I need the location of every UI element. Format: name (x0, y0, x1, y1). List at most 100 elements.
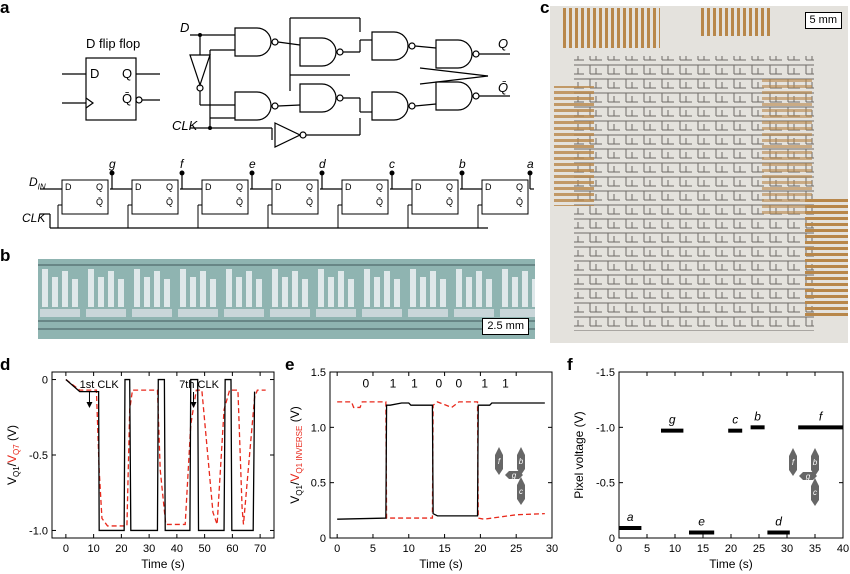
y-tick-label: -1.0 (29, 525, 48, 537)
segment-label-b: b (519, 457, 524, 466)
y-tick-label: -1.5 (596, 367, 615, 379)
x-tick-label: 10 (669, 543, 681, 555)
plot-frame (51, 371, 275, 539)
chain-ff-pin-d: D (345, 182, 352, 192)
y-tick-label: 0.5 (311, 478, 326, 490)
segment-b (517, 447, 525, 475)
y-label-sub-inverse: Q1 INVERSE (295, 426, 304, 474)
x-tick-label: 0 (616, 543, 622, 555)
x-tick-label: 15 (438, 543, 450, 555)
x-tick-label: 40 (171, 543, 183, 555)
dff-pin-q: Q (122, 66, 133, 81)
x-tick-label: 35 (809, 543, 821, 555)
gate-clk-label: CLK (172, 118, 198, 133)
segment-label-g: g (512, 471, 517, 480)
y-label-red: V (5, 455, 19, 463)
x-tick-label: 10 (403, 543, 415, 555)
x-axis-label: Time (s) (141, 557, 185, 571)
gate-q-label: Q (498, 36, 509, 51)
chain-ff-pin-qbar: Q̄ (306, 197, 314, 207)
panel-label-d: d (0, 355, 11, 374)
segment-c (517, 477, 525, 505)
x-tick-label: 30 (546, 543, 558, 555)
chain-ff-pin-q: Q (96, 182, 104, 192)
x-tick-label: 0 (334, 543, 340, 555)
y-tick-label: -1.0 (596, 422, 615, 434)
panel-label-a: a (0, 0, 10, 17)
x-tick-label: 25 (510, 543, 522, 555)
x-tick-label: 60 (226, 543, 238, 555)
panel-label-f: f (567, 355, 573, 374)
panel-c-photo: 5 mm (550, 6, 848, 343)
chain-ff-pin-qbar: Q̄ (446, 197, 454, 207)
x-tick-label: 5 (644, 543, 650, 555)
y-tick-label: 0 (42, 375, 48, 387)
y-tick-label: -0.5 (29, 450, 48, 462)
x-tick-label: 70 (254, 543, 266, 555)
chain-ff-pin-q: Q (236, 182, 244, 192)
segment-f (495, 447, 503, 475)
x-tick-label: 30 (143, 543, 155, 555)
bit-label: 1 (411, 376, 418, 390)
annotation-arrowhead-2 (190, 402, 197, 408)
bit-label: 0 (456, 376, 463, 390)
x-tick-label: 30 (781, 543, 793, 555)
chain-output-b: b (459, 157, 466, 171)
y-tick-label: 1.5 (311, 367, 326, 379)
chain-output-a: a (527, 157, 534, 171)
bit-label: 1 (502, 376, 509, 390)
y-axis-label: VQ1/VQ1 INVERSE (V) (288, 406, 304, 503)
chain-output-d: d (319, 157, 326, 171)
chain-ff-pin-q: Q (166, 182, 174, 192)
segment-b (811, 448, 819, 476)
chain-ff-pin-q: Q (516, 182, 524, 192)
chain-ff-pin-q: Q (376, 182, 384, 192)
chain-output-c: c (389, 157, 395, 171)
segment-label-a: a (627, 510, 634, 524)
chain-ff-pin-qbar: Q̄ (166, 197, 174, 207)
segment-label-e: e (698, 514, 705, 528)
segment-c (811, 478, 819, 506)
chain-ff-pin-qbar: Q̄ (516, 197, 524, 207)
y-label-prefix: V (288, 496, 302, 504)
gate-qbar-label: Q̄ (498, 80, 509, 95)
y-axis-label: VQ1/VQ7 (V) (5, 425, 21, 485)
y-label-prefix: V (5, 477, 19, 485)
chain-ff-pin-d: D (415, 182, 422, 192)
chain-ff-pin-d: D (275, 182, 282, 192)
x-tick-label: 25 (753, 543, 765, 555)
chain-din-label: DIN (29, 175, 46, 192)
chain-ff-pin-qbar: Q̄ (236, 197, 244, 207)
y-tick-label: 0 (609, 533, 615, 545)
panel-a-schematic (40, 17, 534, 229)
segment-label-b: b (813, 458, 818, 467)
annotation-arrowhead-1 (86, 402, 93, 408)
segment-label-f: f (498, 457, 501, 466)
segment-label-g: g (806, 472, 811, 481)
annotation-1st-clk: 1st CLK (80, 379, 120, 391)
x-tick-label: 50 (199, 543, 211, 555)
chain-ff-pin-qbar: Q̄ (376, 197, 384, 207)
x-axis-label: Time (s) (419, 557, 463, 571)
chain-ff-pin-d: D (485, 182, 492, 192)
y-axis-label: Pixel voltage (V) (572, 411, 586, 498)
chain-ff-pin-d: D (65, 182, 72, 192)
x-tick-label: 10 (88, 543, 100, 555)
panel-b-micrograph: 2.5 mm (38, 259, 535, 339)
dff-pin-d: D (90, 66, 100, 81)
y-label-unit: (V) (288, 406, 302, 425)
gate-d-label: D (180, 20, 190, 35)
series-vq1-line (337, 402, 545, 520)
chain-ff-pin-d: D (205, 182, 212, 192)
chain-output-e: e (249, 157, 256, 171)
segment-label-g: g (669, 413, 676, 427)
segment-label-d: d (775, 514, 782, 528)
bit-label: 1 (390, 376, 397, 390)
y-tick-label: 1.0 (311, 422, 326, 434)
x-axis-label: Time (s) (709, 557, 753, 571)
chain-output-g: g (109, 157, 116, 171)
plot-frame (329, 371, 553, 539)
segment-label-f: f (819, 409, 824, 423)
panel-c-scale-bar: 5 mm (804, 12, 842, 29)
